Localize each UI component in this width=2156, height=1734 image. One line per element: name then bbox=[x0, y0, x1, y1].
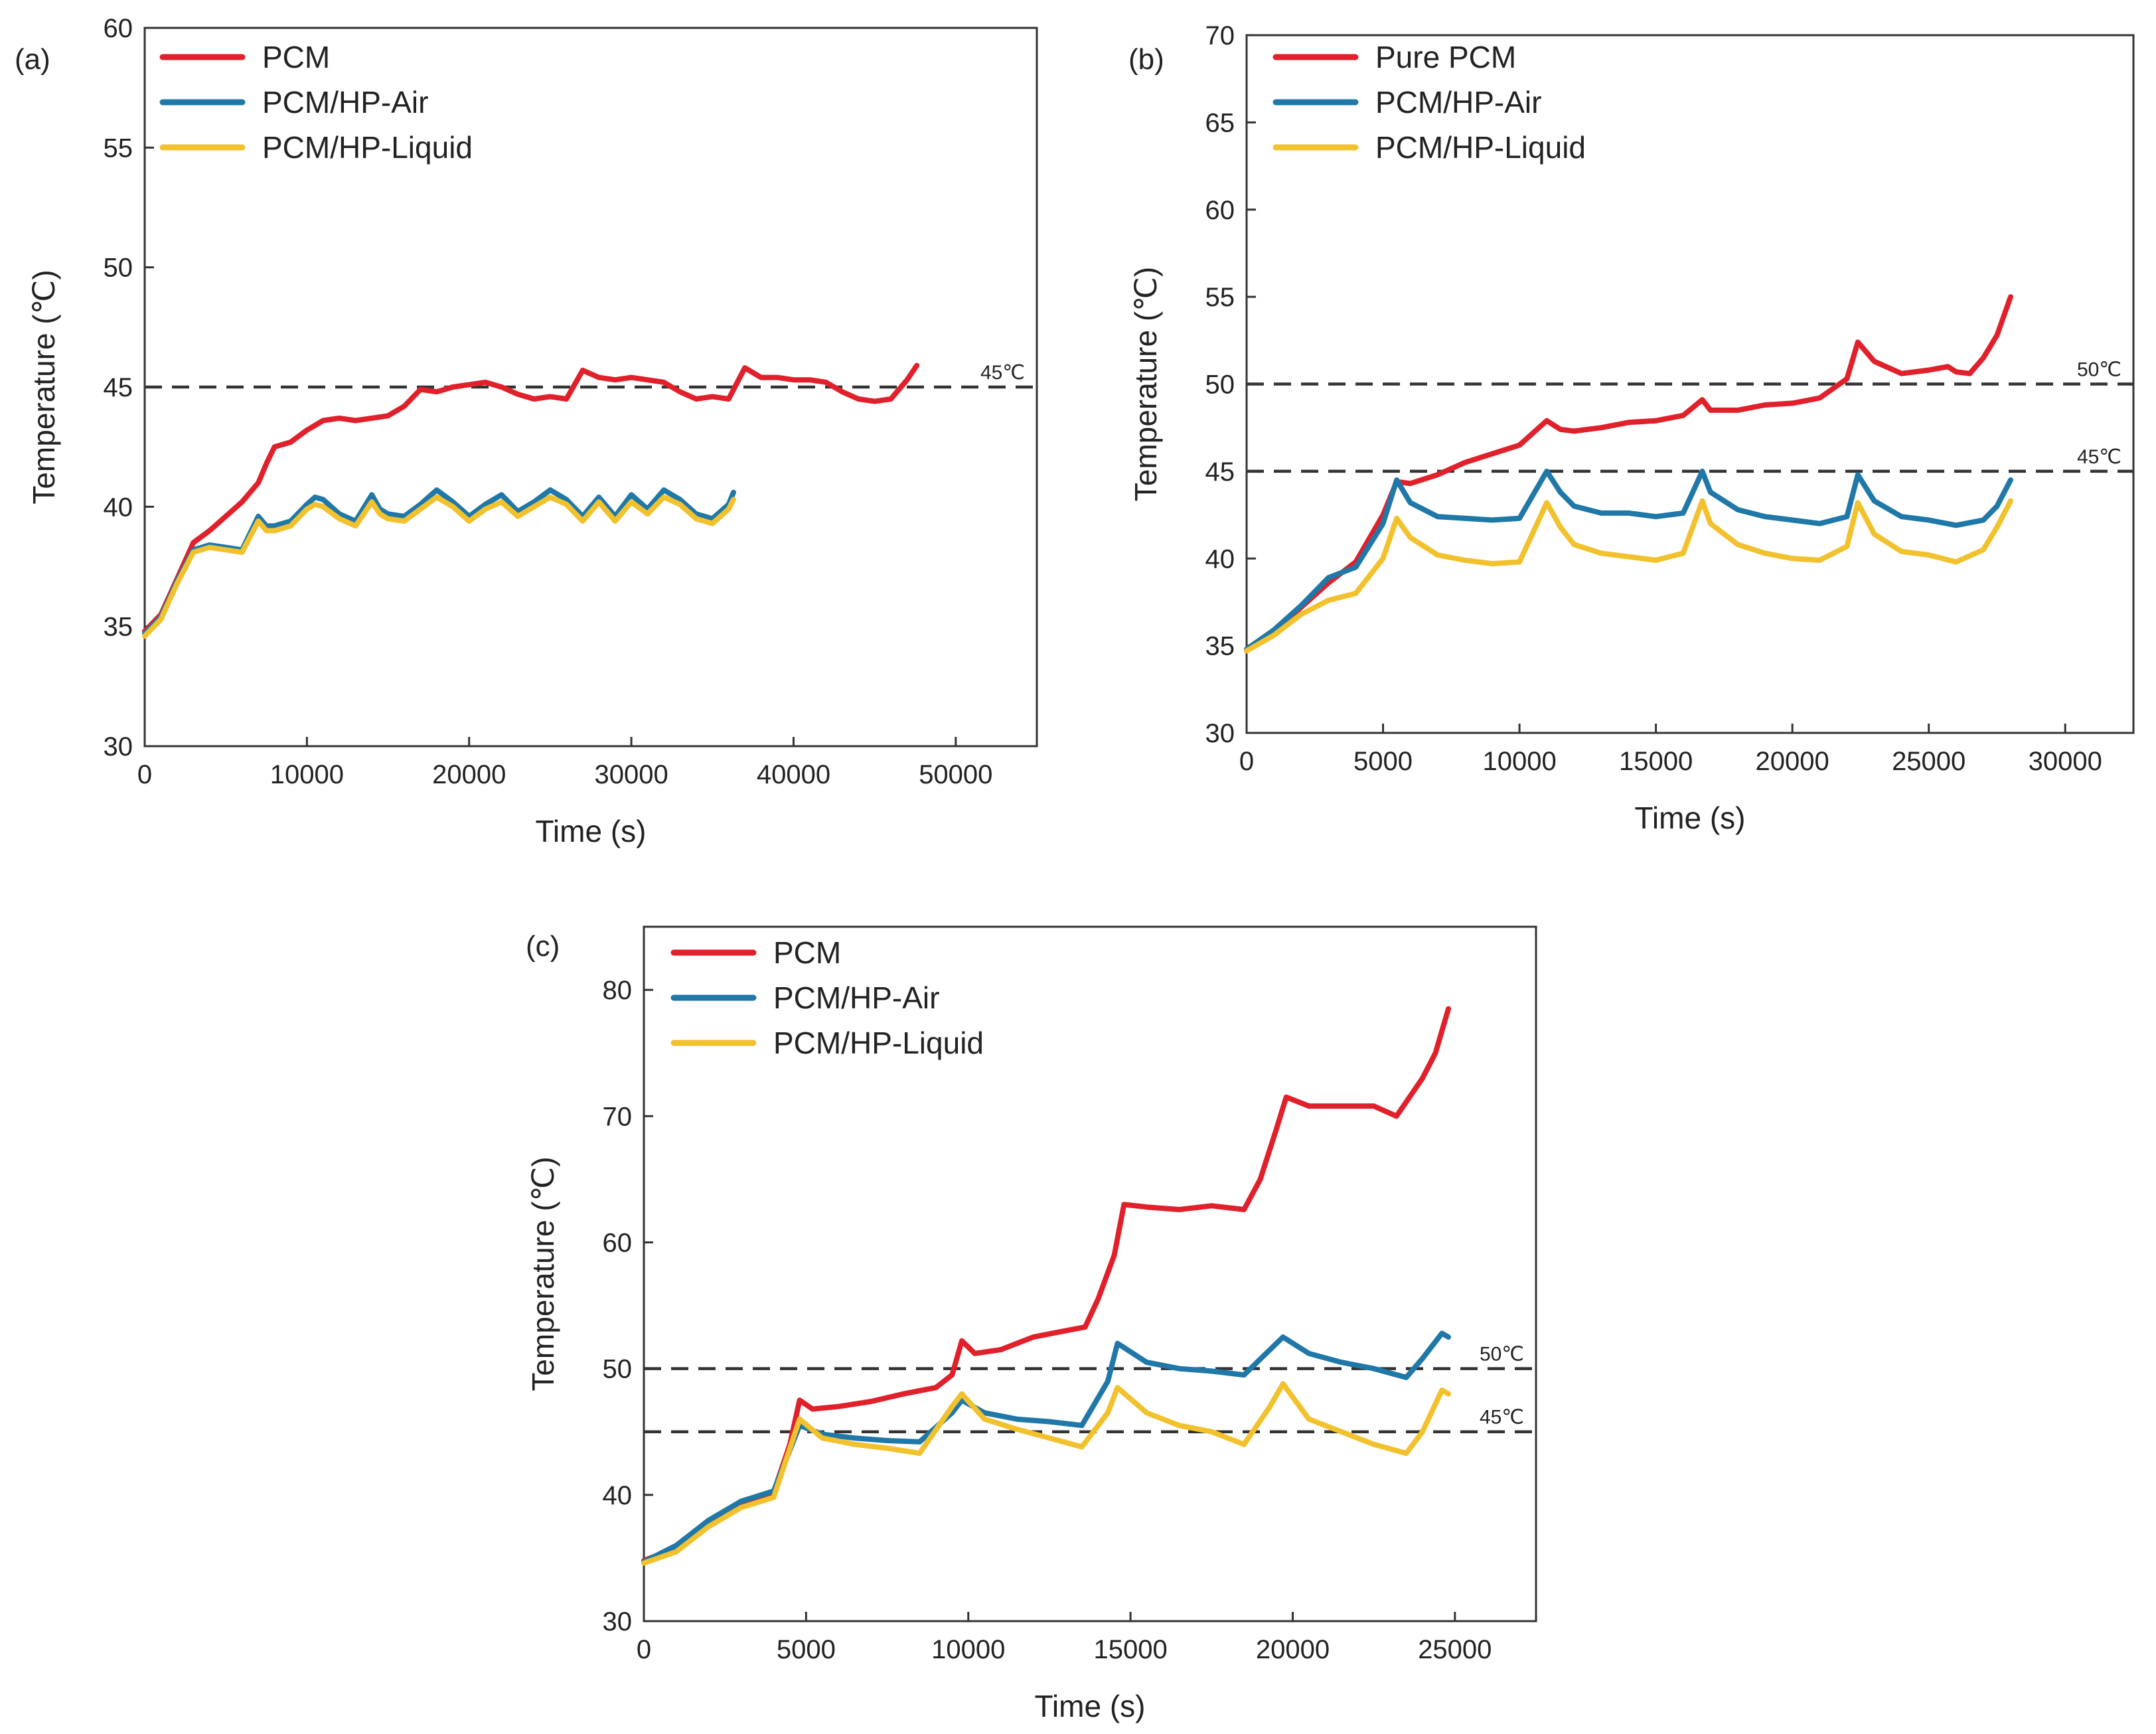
series-line-pcm-hp-liquid bbox=[1244, 498, 2013, 654]
x-tick-label: 25000 bbox=[1418, 1635, 1492, 1664]
x-tick-label: 5000 bbox=[1353, 747, 1413, 776]
legend-label: PCM/HP-Liquid bbox=[262, 130, 473, 165]
legend-label: PCM/HP-Air bbox=[773, 981, 939, 1015]
x-tick-label: 0 bbox=[137, 760, 152, 789]
x-tick-label: 30000 bbox=[2029, 747, 2102, 776]
y-tick-label: 50 bbox=[603, 1355, 633, 1384]
x-tick-label: 20000 bbox=[1756, 747, 1829, 776]
legend-label: PCM bbox=[773, 935, 841, 970]
y-tick-label: 40 bbox=[1205, 544, 1235, 574]
y-tick-label: 60 bbox=[104, 14, 133, 43]
x-tick-label: 0 bbox=[1239, 747, 1254, 776]
y-tick-label: 30 bbox=[603, 1607, 633, 1636]
y-axis-label: Temperature (℃) bbox=[526, 1156, 560, 1391]
x-tick-label: 20000 bbox=[1256, 1635, 1330, 1664]
x-tick-label: 5000 bbox=[777, 1635, 836, 1664]
reference-line-label: 45℃ bbox=[980, 362, 1025, 384]
x-axis-label: Time (s) bbox=[536, 814, 647, 848]
y-tick-label: 50 bbox=[104, 254, 133, 283]
x-tick-label: 15000 bbox=[1093, 1635, 1167, 1664]
y-tick-label: 45 bbox=[1205, 457, 1235, 487]
y-tick-label: 60 bbox=[603, 1228, 633, 1257]
legend-label: Pure PCM bbox=[1375, 40, 1516, 74]
y-axis-label: Temperature (℃) bbox=[1128, 267, 1163, 501]
series-line-pcm bbox=[641, 1006, 1451, 1563]
x-tick-label: 25000 bbox=[1892, 747, 1965, 776]
reference-line-label: 50℃ bbox=[2077, 359, 2121, 381]
y-tick-label: 70 bbox=[603, 1102, 633, 1131]
legend-label: PCM bbox=[262, 40, 330, 74]
x-tick-label: 50000 bbox=[919, 760, 992, 789]
y-axis-label: Temperature (℃) bbox=[27, 270, 61, 504]
y-tick-label: 80 bbox=[603, 976, 633, 1005]
chart-panel-c: 0 5000 10000 15000 20000 25000 30 40 50 60 70 80 Tim… bbox=[526, 925, 1537, 1723]
legend-label: PCM/HP-Air bbox=[1375, 85, 1541, 119]
reference-line-label: 50℃ bbox=[1480, 1344, 1524, 1366]
x-tick-label: 0 bbox=[637, 1635, 651, 1664]
y-tick-label: 70 bbox=[1205, 21, 1235, 50]
y-tick-label: 50 bbox=[1205, 370, 1235, 400]
x-tick-label: 10000 bbox=[270, 760, 344, 789]
legend-label: PCM/HP-Air bbox=[262, 85, 428, 119]
plot-frame bbox=[643, 925, 1537, 1622]
panel-label: (c) bbox=[526, 930, 560, 963]
y-tick-label: 40 bbox=[603, 1481, 633, 1510]
panel-label: (a) bbox=[15, 43, 50, 76]
series-line-pcm-hp-liquid bbox=[641, 1381, 1451, 1566]
y-tick-label: 30 bbox=[1205, 719, 1235, 748]
legend-label: PCM/HP-Liquid bbox=[773, 1026, 984, 1060]
x-tick-label: 40000 bbox=[757, 760, 830, 789]
series-line-pure-pcm bbox=[1244, 294, 2013, 652]
y-tick-label: 65 bbox=[1205, 108, 1235, 137]
legend-label: PCM/HP-Liquid bbox=[1375, 130, 1586, 165]
series-line-pcm-hp-liquid bbox=[142, 494, 736, 639]
y-tick-label: 45 bbox=[104, 373, 133, 402]
series-line-pcm-hp-air bbox=[1244, 468, 2013, 652]
series-line-pcm bbox=[142, 362, 920, 634]
y-tick-label: 60 bbox=[1205, 196, 1235, 225]
x-tick-label: 30000 bbox=[594, 760, 668, 789]
reference-line-label: 45℃ bbox=[2077, 446, 2121, 468]
panel-label: (b) bbox=[1128, 43, 1164, 76]
x-tick-label: 10000 bbox=[931, 1635, 1005, 1664]
chart-panel-b: 0 5000 10000 15000 20000 25000 30000 30 35 40 45 50… bbox=[1128, 21, 2135, 835]
chart-panel-a: 0 10000 20000 30000 40000 50000 30 35 40 45 50 55 60… bbox=[15, 14, 1038, 848]
y-tick-label: 35 bbox=[104, 613, 133, 642]
x-axis-label: Time (s) bbox=[1035, 1689, 1146, 1723]
y-tick-label: 30 bbox=[104, 732, 133, 761]
reference-line-label: 45℃ bbox=[1480, 1407, 1524, 1429]
y-tick-label: 55 bbox=[104, 133, 133, 163]
y-tick-label: 55 bbox=[1205, 283, 1235, 312]
x-tick-label: 10000 bbox=[1482, 747, 1556, 776]
x-axis-label: Time (s) bbox=[1635, 801, 1746, 835]
y-tick-label: 35 bbox=[1205, 632, 1235, 661]
x-tick-label: 15000 bbox=[1619, 747, 1693, 776]
y-tick-label: 40 bbox=[104, 493, 133, 522]
x-tick-label: 20000 bbox=[432, 760, 506, 789]
